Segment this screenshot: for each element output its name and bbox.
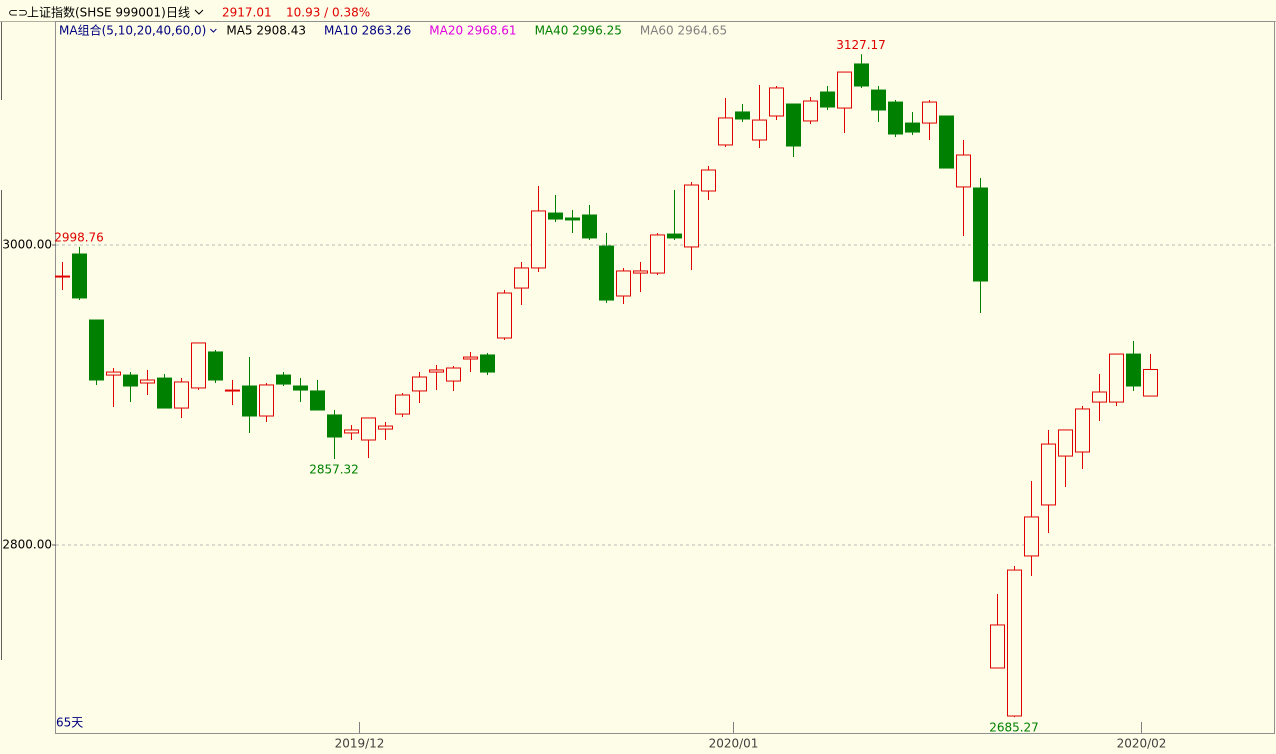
candle-body xyxy=(72,253,87,299)
candle-body xyxy=(565,217,580,221)
candle-body xyxy=(514,267,529,289)
candle-body xyxy=(1126,353,1141,387)
candle-body xyxy=(1109,353,1124,403)
candle-body xyxy=(157,377,172,409)
ma-legend-item: MA40 2996.25 xyxy=(535,24,622,38)
period-count: 65天 xyxy=(56,716,83,730)
candle-body xyxy=(327,414,342,438)
candle-body xyxy=(446,367,461,382)
candle-body xyxy=(395,394,410,415)
candle-body xyxy=(293,385,308,391)
last-price: 2917.01 xyxy=(222,6,272,20)
candle-body xyxy=(378,425,393,430)
candle-body xyxy=(1058,429,1073,457)
candle-body xyxy=(871,89,886,111)
candle-body xyxy=(684,184,699,248)
candle-body xyxy=(616,270,631,297)
candle-body xyxy=(718,117,733,146)
candle-body xyxy=(582,214,597,239)
candle-body xyxy=(140,379,155,384)
candle-body xyxy=(769,87,784,117)
y-tick-label: 3000.00 xyxy=(2,238,52,252)
candle-body xyxy=(854,63,869,87)
candle-body xyxy=(531,210,546,269)
candle-body xyxy=(735,111,750,120)
candle-body xyxy=(497,292,512,339)
candle-body xyxy=(123,374,138,387)
candle-body xyxy=(174,381,189,409)
candle-body xyxy=(242,385,257,417)
candle-body xyxy=(990,624,1005,669)
candle-body xyxy=(667,233,682,239)
y-tick-label: 2800.00 xyxy=(2,538,52,552)
ma-legend-item: MA5 2908.43 xyxy=(226,24,306,38)
candle-body xyxy=(344,429,359,434)
candle-body xyxy=(1092,391,1107,403)
candle-body xyxy=(1075,408,1090,453)
candle-body xyxy=(922,101,937,124)
candle-body xyxy=(633,270,648,274)
candle-body xyxy=(463,356,478,360)
x-tick-label: 2019/12 xyxy=(335,737,385,751)
dropdown-chevron[interactable] xyxy=(194,9,204,15)
candle-body xyxy=(310,390,325,411)
candle-body xyxy=(106,371,121,376)
candle-body xyxy=(1143,368,1158,397)
extreme-label: 2685.27 xyxy=(989,721,1039,735)
candle-body xyxy=(191,342,206,389)
candle-body xyxy=(225,389,240,392)
dropdown-chevron[interactable] xyxy=(210,28,217,33)
ma-legend-item: MA60 2964.65 xyxy=(640,24,727,38)
candle-body xyxy=(701,169,716,192)
candle-body xyxy=(599,245,614,301)
candle-body xyxy=(939,115,954,169)
candle-body xyxy=(1024,516,1039,557)
candle-body xyxy=(548,212,563,220)
extreme-label: 3127.17 xyxy=(836,38,886,52)
candle-body xyxy=(650,234,665,274)
x-tick-label: 2020/01 xyxy=(709,737,759,751)
candle-body xyxy=(276,374,291,385)
candle-body xyxy=(429,369,444,373)
candle-body xyxy=(803,100,818,122)
candle-body xyxy=(905,122,920,133)
candle-body xyxy=(480,354,495,373)
instrument-title[interactable]: 上证指数(SHSE 999001) xyxy=(27,5,166,20)
candle-body xyxy=(973,187,988,282)
candle-body xyxy=(888,101,903,135)
candle-body xyxy=(361,417,376,441)
candle-body xyxy=(412,376,427,392)
period-selector[interactable]: 日线 xyxy=(166,6,190,20)
ma-legend-item[interactable]: MA组合(5,10,20,40,60,0) xyxy=(59,23,206,38)
price-change: 10.93 / 0.38% xyxy=(286,6,370,20)
candle-body xyxy=(820,91,835,108)
candle-body xyxy=(208,351,223,381)
link-icon[interactable]: ⊂⊃ xyxy=(8,6,28,20)
plot-frame xyxy=(55,21,1275,734)
candle-body xyxy=(259,384,274,417)
ma-legend-item: MA10 2863.26 xyxy=(324,24,411,38)
candle-body xyxy=(1007,569,1022,717)
candle-body xyxy=(752,119,767,141)
candle-body xyxy=(786,103,801,147)
x-tick-label: 2020/02 xyxy=(1117,737,1167,751)
candle-body xyxy=(837,71,852,109)
candle-body xyxy=(956,154,971,188)
extreme-label: 2857.32 xyxy=(309,463,359,477)
ma-legend-item: MA20 2968.61 xyxy=(429,24,516,38)
candle-body xyxy=(1041,443,1056,506)
candle-body xyxy=(55,275,70,278)
extreme-label: 2998.76 xyxy=(54,230,104,244)
candle-body xyxy=(89,319,104,381)
